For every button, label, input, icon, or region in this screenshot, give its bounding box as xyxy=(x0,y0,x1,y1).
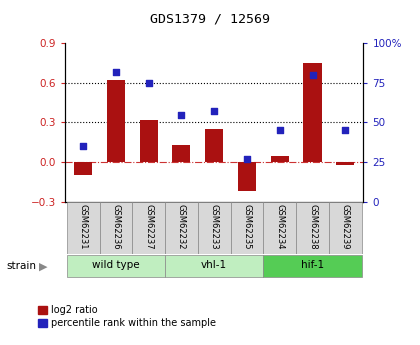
Text: GSM62233: GSM62233 xyxy=(210,204,219,250)
Bar xyxy=(263,255,362,277)
Text: GSM62232: GSM62232 xyxy=(177,204,186,250)
Point xyxy=(244,156,250,162)
Bar xyxy=(173,145,190,162)
Bar xyxy=(231,202,263,254)
Text: GSM62236: GSM62236 xyxy=(111,204,121,250)
Text: hif-1: hif-1 xyxy=(301,260,324,270)
Bar xyxy=(165,202,198,254)
Text: GSM62234: GSM62234 xyxy=(275,204,284,250)
Bar xyxy=(165,255,263,277)
Bar xyxy=(329,202,362,254)
Point xyxy=(178,112,185,117)
Point xyxy=(80,144,87,149)
Bar xyxy=(132,202,165,254)
Bar xyxy=(100,202,132,254)
Text: strain: strain xyxy=(6,262,36,271)
Text: wild type: wild type xyxy=(92,260,140,270)
Text: GSM62239: GSM62239 xyxy=(341,204,350,250)
Text: GSM62231: GSM62231 xyxy=(79,204,88,250)
Bar xyxy=(107,80,125,162)
Bar xyxy=(74,162,92,175)
Bar xyxy=(67,255,165,277)
Text: GSM62237: GSM62237 xyxy=(144,204,153,250)
Point xyxy=(276,128,283,133)
Bar xyxy=(198,202,231,254)
Bar xyxy=(336,162,354,165)
Text: GSM62238: GSM62238 xyxy=(308,204,317,250)
Point xyxy=(342,128,349,133)
Point xyxy=(211,109,218,114)
Bar xyxy=(263,202,296,254)
Bar xyxy=(271,156,289,162)
Text: GSM62235: GSM62235 xyxy=(242,204,252,250)
Bar xyxy=(67,202,100,254)
Point xyxy=(113,69,119,75)
Legend: log2 ratio, percentile rank within the sample: log2 ratio, percentile rank within the s… xyxy=(39,305,216,328)
Bar xyxy=(205,129,223,162)
Text: vhl-1: vhl-1 xyxy=(201,260,227,270)
Bar xyxy=(238,162,256,191)
Bar xyxy=(139,120,158,162)
Point xyxy=(309,72,316,78)
Text: GDS1379 / 12569: GDS1379 / 12569 xyxy=(150,12,270,25)
Text: ▶: ▶ xyxy=(39,262,47,271)
Bar xyxy=(304,63,322,162)
Point xyxy=(145,80,152,86)
Bar xyxy=(296,202,329,254)
